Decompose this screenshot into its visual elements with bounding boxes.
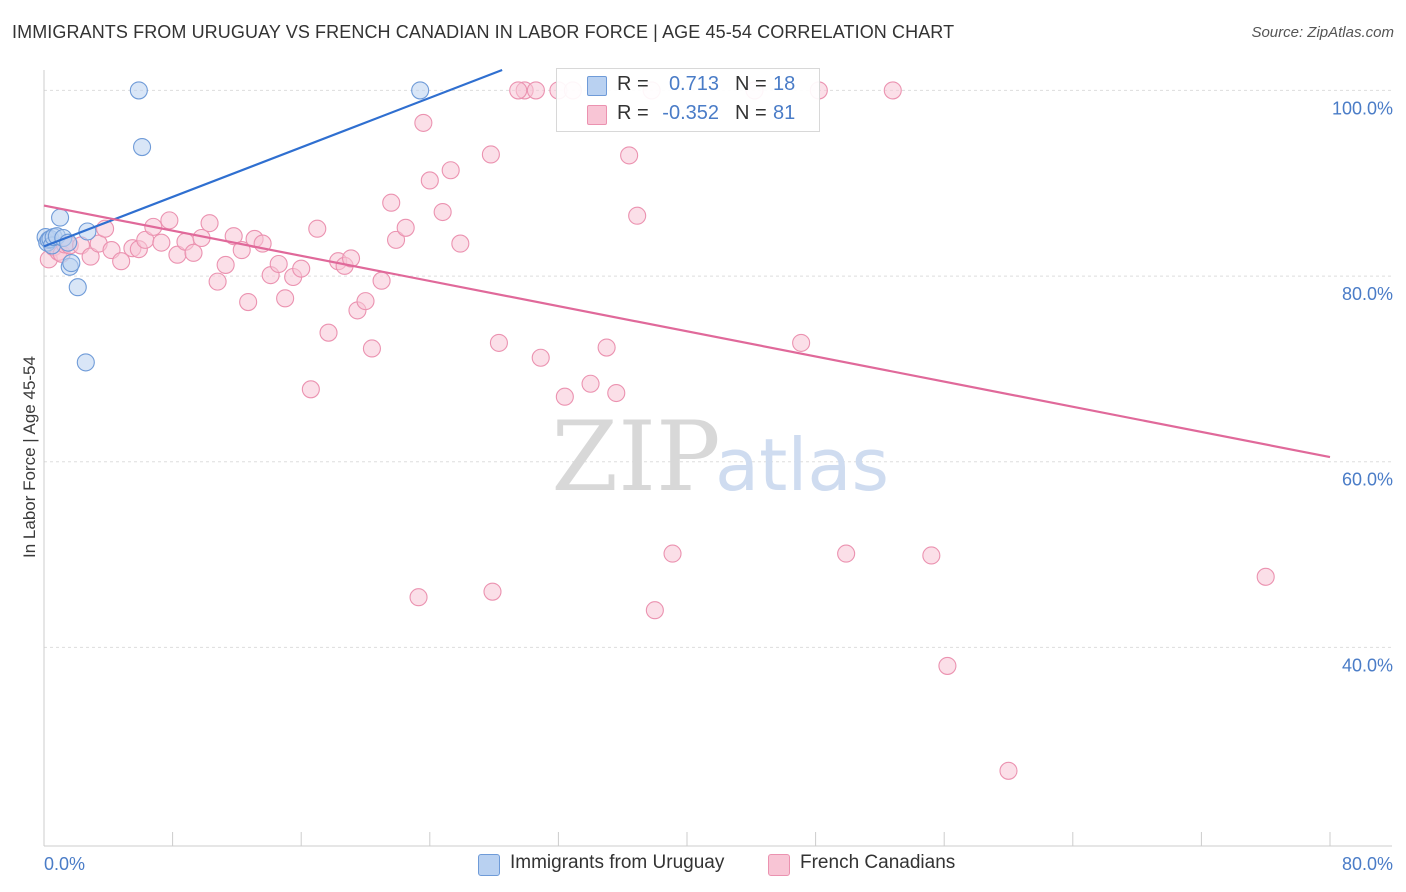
blue-data-point	[133, 137, 152, 157]
pink-data-point	[441, 161, 460, 180]
legend-n-value: 18	[773, 73, 796, 95]
legend-row-uruguay: R = 0.713 N = 18	[557, 71, 819, 101]
pink-data-point	[628, 206, 647, 225]
legend-n-value: 81	[773, 102, 796, 124]
axes	[43, 70, 1392, 847]
pink-data-point	[922, 546, 941, 565]
y-tick-label: 60.0%	[1342, 470, 1393, 490]
blue-data-point	[411, 81, 430, 100]
legend-n-label: N =	[735, 73, 767, 95]
blue-data-point	[62, 254, 81, 273]
bottom-legend-label: Immigrants from Uruguay	[510, 852, 725, 873]
pink-data-point	[308, 219, 327, 238]
bottom-legend-label: French Canadians	[800, 852, 956, 873]
pink-data-point	[301, 380, 320, 399]
legend-r-value: 0.713	[668, 73, 719, 95]
pink-data-point	[276, 289, 295, 308]
legend-r-value: -0.352	[662, 102, 719, 124]
watermark: ZIP atlas	[551, 401, 889, 513]
blue-data-point	[129, 81, 148, 100]
pink-data-point	[319, 323, 338, 342]
pink-data-point	[883, 81, 902, 100]
pink-data-point	[160, 211, 179, 230]
legend-swatch-pink	[587, 105, 607, 125]
watermark-zip: ZIP	[551, 401, 720, 513]
x-tick-label: 80.0%	[1342, 854, 1393, 874]
stats-legend: R = 0.713 N = 18 R = -0.352 N = 81	[556, 68, 820, 132]
legend-r-label: R =	[617, 73, 649, 95]
pink-data-point	[112, 252, 131, 271]
pink-data-point	[208, 272, 227, 291]
pink-data-point	[81, 247, 100, 266]
pink-data-point	[239, 293, 258, 312]
pink-data-point	[152, 233, 171, 252]
y-tick-label: 100.0%	[1332, 98, 1393, 118]
grid-lines	[44, 89, 1392, 648]
pink-data-point	[1256, 567, 1275, 586]
pink-data-point	[837, 544, 856, 563]
pink-data-point	[645, 601, 664, 620]
pink-data-point	[200, 214, 219, 233]
bottom-legend-swatch-pink	[768, 854, 790, 876]
pink-data-point	[481, 145, 500, 164]
pink-data-point	[184, 243, 203, 262]
y-axis-label: In Labor Force | Age 45-54	[20, 356, 39, 558]
watermark-atlas: atlas	[715, 423, 889, 507]
pink-data-point	[663, 544, 682, 563]
pink-data-point	[451, 234, 470, 253]
pink-data-point	[362, 339, 381, 358]
pink-data-point	[341, 249, 361, 268]
pink-data-point	[269, 254, 288, 274]
pink-trend-line	[43, 204, 1331, 459]
pink-data-point	[414, 113, 433, 132]
blue-data-point	[51, 208, 70, 227]
legend-r-label: R =	[617, 102, 649, 124]
bottom-legend-swatch-blue	[478, 854, 500, 876]
pink-data-point	[396, 218, 415, 237]
tick-labels: 100.0% 80.0% 60.0% 40.0% 0.0% 80.0%	[44, 98, 1393, 874]
legend-swatch-blue	[587, 76, 607, 96]
pink-data-point	[292, 259, 311, 278]
pink-data-point	[581, 374, 600, 393]
trend-lines	[43, 68, 1331, 459]
legend-n-label: N =	[735, 102, 767, 124]
blue-data-point	[68, 278, 87, 297]
chart-title: IMMIGRANTS FROM URUGUAY VS FRENCH CANADI…	[12, 22, 955, 42]
y-tick-label: 40.0%	[1342, 655, 1393, 675]
pink-data-point	[597, 338, 616, 357]
pink-data-point	[607, 383, 626, 403]
source-credit: Source: ZipAtlas.com	[1251, 24, 1394, 41]
pink-data-point	[489, 333, 508, 352]
blue-trend-line	[43, 68, 503, 248]
pink-data-point	[999, 761, 1018, 780]
pink-data-point	[620, 146, 639, 165]
x-tick-label: 0.0%	[44, 854, 85, 874]
y-tick-label: 80.0%	[1342, 284, 1393, 304]
pink-data-point	[382, 193, 401, 212]
pink-data-point	[938, 656, 957, 675]
pink-data-point	[420, 171, 439, 190]
pink-data-point	[483, 582, 502, 601]
pink-data-point	[356, 292, 375, 311]
blue-data-point	[76, 353, 95, 372]
pink-data-point	[409, 588, 428, 607]
pink-data-point	[509, 81, 528, 100]
pink-data-point	[555, 387, 574, 406]
pink-data-point	[224, 227, 243, 246]
pink-data-point	[526, 81, 545, 100]
pink-data-point	[386, 230, 406, 249]
pink-data-point	[792, 333, 811, 352]
pink-data-point	[531, 348, 550, 367]
legend-row-french-canadians: R = -0.352 N = 81	[557, 100, 819, 130]
pink-data-point	[216, 255, 235, 274]
pink-data-point	[433, 202, 452, 222]
pink-data-point	[372, 271, 391, 290]
